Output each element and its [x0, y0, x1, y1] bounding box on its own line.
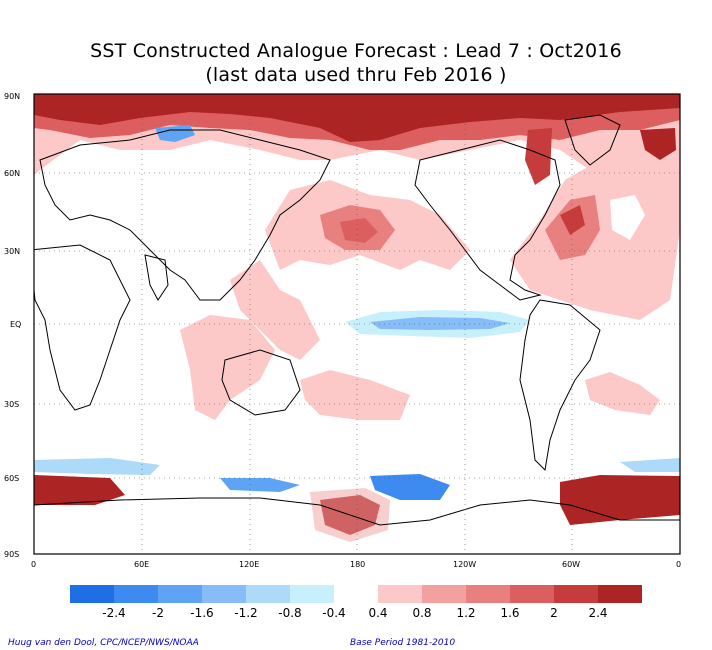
lon-tick: 60E: [134, 560, 149, 569]
lat-tick: 60S: [4, 474, 19, 483]
colorbar-label: -1.2: [234, 606, 257, 620]
colorbar-label: 2: [550, 606, 558, 620]
lon-tick: 120E: [239, 560, 259, 569]
map-subtitle: (last data used thru Feb 2016 ): [205, 64, 507, 86]
southern-ocean-warm-west: [34, 475, 125, 505]
lat-tick: 90N: [4, 92, 20, 101]
north-atlantic-center: [560, 205, 585, 235]
colorbar-label: 0.8: [412, 606, 431, 620]
colorbar-swatch-positive: [378, 585, 422, 603]
western-pacific-warm: [230, 260, 320, 360]
south-pacific-warm: [300, 370, 410, 420]
map-title: SST Constructed Analogue Forecast : Lead…: [90, 40, 622, 62]
colorbar-label: -2.4: [102, 606, 125, 620]
arctic-strongest-warm: [34, 94, 680, 142]
credit-text: Huug van den Dool, CPC/NCEP/NWS/NOAA: [8, 638, 199, 648]
colorbar-swatch-positive: [466, 585, 510, 603]
colorbar-swatch-negative: [290, 585, 334, 603]
colorbar-swatch-negative: [70, 585, 114, 603]
greenland-warm-patch: [640, 128, 676, 160]
lat-tick: 90S: [4, 550, 19, 559]
colorbar-label: -1.6: [190, 606, 213, 620]
southern-ocean-cool-3: [370, 474, 450, 500]
colorbar-label: -0.8: [278, 606, 301, 620]
iceland-neutral: [610, 195, 645, 240]
lat-tick: 30S: [4, 400, 19, 409]
lon-tick: 0: [31, 560, 36, 569]
lon-tick: 60W: [562, 560, 580, 569]
southern-ocean-warm-east: [560, 475, 680, 525]
lon-tick: 0: [676, 560, 681, 569]
coastlines: [34, 114, 680, 526]
colorbar: -2.4 -2 -1.6 -1.2 -0.8 -0.4 0.4 0.8 1.2 1.6 2 2.4: [70, 585, 642, 620]
gridlines: [34, 94, 680, 554]
colorbar-swatch-positive: [598, 585, 642, 603]
lat-tick: 60N: [4, 169, 20, 178]
lon-axis: 0 60E 120E 180 120W 60W 0: [31, 560, 681, 569]
lat-axis: 90N 60N 30N EQ 30S 60S 90S: [4, 92, 21, 559]
colorbar-swatch-positive: [422, 585, 466, 603]
colorbar-swatch-negative: [114, 585, 158, 603]
colorbar-label: 0.4: [368, 606, 387, 620]
colorbar-label: 1.6: [500, 606, 519, 620]
hudson-warm-patch: [525, 128, 552, 185]
south-atlantic-warm: [585, 372, 660, 415]
southern-ocean-cool-2: [220, 478, 300, 492]
map-frame: [33, 93, 681, 555]
base-period-text: Base Period 1981-2010: [350, 638, 456, 648]
colorbar-swatch-negative: [246, 585, 290, 603]
colorbar-label: 2.4: [588, 606, 607, 620]
southern-ocean-cool-1: [34, 458, 160, 475]
southern-ocean-cool-4: [620, 458, 680, 472]
colorbar-label: -0.4: [322, 606, 345, 620]
colorbar-label: 1.2: [456, 606, 475, 620]
colorbar-label: -2: [152, 606, 164, 620]
indian-ocean-warm: [180, 315, 275, 420]
colorbar-swatch-positive: [554, 585, 598, 603]
north-pacific-center: [340, 218, 378, 243]
lat-tick: 30N: [4, 247, 20, 256]
lat-tick: EQ: [10, 320, 21, 329]
colorbar-swatch-negative: [158, 585, 202, 603]
anomaly-fields: [34, 94, 680, 542]
lon-tick: 120W: [453, 560, 476, 569]
equatorial-pacific-cool-core: [370, 317, 510, 330]
barents-cool-patch: [155, 125, 195, 142]
colorbar-swatch-positive: [510, 585, 554, 603]
colorbar-swatch-negative: [202, 585, 246, 603]
lon-tick: 180: [350, 560, 365, 569]
